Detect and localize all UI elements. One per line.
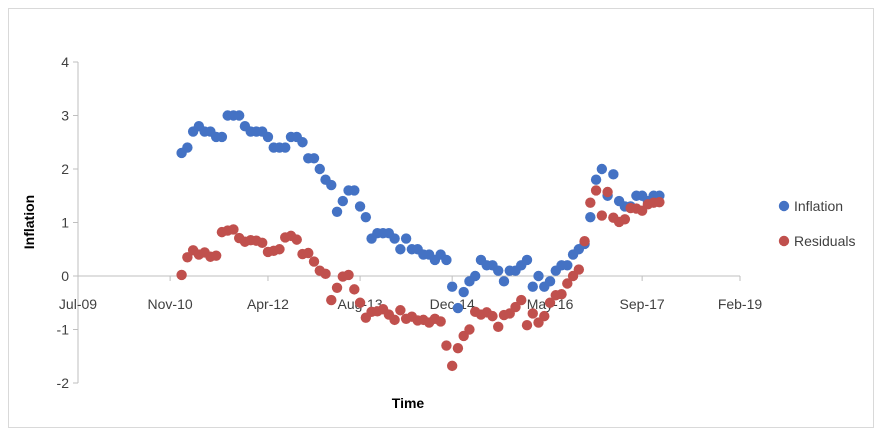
residuals-point — [556, 288, 567, 300]
inflation-point — [458, 286, 469, 298]
residuals-point — [291, 234, 302, 245]
inflation-point — [216, 131, 228, 143]
inflation-point — [493, 265, 504, 276]
residuals-point — [308, 256, 320, 267]
residuals-point — [493, 321, 504, 333]
inflation-point — [498, 276, 510, 287]
residuals-point — [521, 320, 533, 331]
inflation-point — [585, 211, 596, 223]
legend-label-residuals: Residuals — [794, 233, 855, 249]
series-residuals — [176, 185, 665, 372]
inflation-point — [314, 163, 325, 175]
y-tick-label: -2 — [57, 375, 70, 391]
residuals-point — [354, 297, 366, 308]
residuals-point — [539, 310, 550, 322]
residuals-point — [602, 186, 613, 198]
y-tick-label: 2 — [61, 161, 69, 177]
residuals-point — [176, 269, 187, 281]
inflation-point — [452, 302, 464, 314]
inflation-point — [470, 270, 481, 282]
x-tick-label: Dec-14 — [430, 296, 475, 312]
inflation-point — [331, 206, 343, 217]
inflation-point — [297, 137, 308, 148]
residuals-point — [395, 305, 406, 316]
axes: -2-101234Jul-09Nov-10Apr-12Aug-13Dec-14M… — [57, 54, 763, 391]
y-tick-label: -1 — [57, 322, 70, 338]
residuals-point — [228, 224, 239, 235]
residuals-point — [487, 310, 498, 322]
residuals-point — [579, 236, 590, 247]
data-points — [176, 110, 665, 372]
legend-marker-inflation — [778, 200, 790, 212]
inflation-point — [527, 281, 538, 292]
inflation-point — [349, 185, 360, 196]
chart-frame — [8, 8, 874, 428]
residuals-point — [331, 282, 343, 293]
residuals-point — [435, 316, 446, 327]
y-tick-label: 0 — [61, 268, 69, 284]
residuals-point — [619, 214, 631, 225]
residuals-point — [182, 252, 193, 263]
inflation-point — [360, 211, 372, 223]
residuals-point — [274, 244, 285, 255]
residuals-point — [343, 269, 354, 281]
residuals-point — [452, 343, 464, 354]
inflation-point — [446, 281, 458, 292]
x-tick-label: Apr-12 — [247, 296, 289, 312]
inflation-point — [326, 179, 337, 191]
residuals-point — [257, 237, 268, 249]
residuals-point — [544, 297, 556, 308]
residuals-point — [596, 210, 608, 221]
residuals-point — [446, 360, 458, 372]
x-tick-label: Sep-17 — [620, 296, 665, 312]
series-inflation — [176, 110, 665, 314]
residuals-point — [464, 324, 475, 335]
y-tick-label: 1 — [61, 215, 69, 231]
y-tick-label: 4 — [61, 54, 69, 70]
inflation-point — [308, 153, 320, 164]
inflation-point — [233, 110, 245, 121]
residuals-point — [303, 247, 314, 259]
x-tick-label: Jul-09 — [59, 296, 97, 312]
inflation-point — [400, 233, 412, 244]
inflation-point — [596, 163, 608, 175]
inflation-point — [395, 244, 406, 255]
inflation-point — [562, 260, 573, 271]
residuals-point — [573, 264, 585, 275]
residuals-point — [527, 308, 538, 319]
residuals-point — [389, 314, 400, 326]
residuals-point — [210, 250, 222, 261]
inflation-point — [354, 201, 366, 212]
inflation-point — [389, 233, 400, 244]
inflation-point — [590, 174, 602, 185]
residuals-point — [320, 268, 331, 280]
inflation-point — [262, 131, 274, 143]
inflation-point — [521, 254, 533, 266]
residuals-point — [585, 197, 596, 208]
residuals-point — [654, 196, 665, 208]
legend-label-inflation: Inflation — [794, 198, 843, 214]
inflation-point — [608, 169, 619, 180]
y-axis-title: Inflation — [21, 195, 37, 249]
x-tick-label: Feb-19 — [718, 296, 763, 312]
x-axis-title: Time — [392, 395, 425, 411]
inflation-point — [544, 276, 556, 287]
residuals-point — [590, 185, 602, 196]
legend: Inflation Residuals — [778, 198, 855, 249]
inflation-point — [533, 270, 544, 282]
inflation-point — [337, 195, 348, 207]
residuals-point — [510, 301, 521, 313]
y-tick-label: 3 — [61, 108, 69, 124]
inflation-point — [182, 142, 193, 153]
inflation-point — [280, 142, 291, 153]
residuals-point — [349, 284, 360, 295]
residuals-point — [326, 294, 337, 306]
x-tick-label: Nov-10 — [148, 296, 193, 312]
residuals-point — [441, 340, 452, 351]
residuals-point — [562, 278, 573, 289]
inflation-point — [441, 254, 452, 266]
legend-marker-residuals — [778, 235, 790, 247]
residuals-point — [516, 294, 527, 306]
